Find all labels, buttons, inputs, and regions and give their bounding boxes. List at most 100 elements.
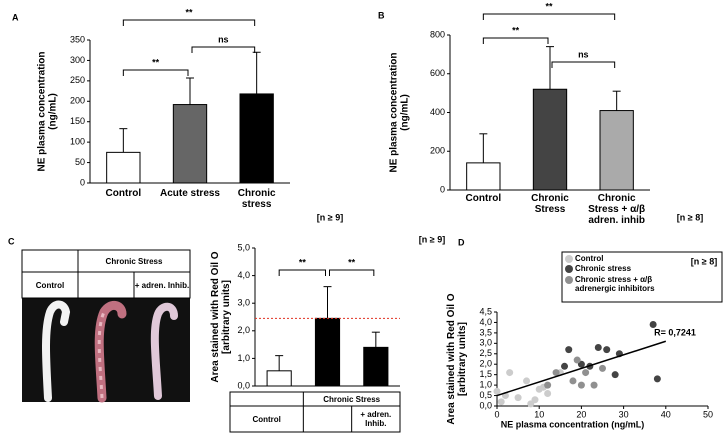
significance: **	[299, 257, 307, 267]
x-tick-label: 20	[576, 409, 586, 419]
x-tick-label-box: Acute stress	[159, 188, 220, 199]
point	[577, 381, 585, 389]
r-label: R= 0,7241	[654, 327, 696, 337]
panel-label: C	[8, 236, 15, 246]
point	[506, 369, 514, 377]
point	[544, 381, 552, 389]
group-label: Chronic Stress	[323, 394, 381, 404]
photo	[22, 298, 190, 403]
table-frame	[229, 391, 401, 433]
y-tick-label: 2,5	[479, 348, 492, 358]
legend-label-box: Control	[575, 254, 604, 263]
point	[611, 371, 619, 379]
bar	[266, 370, 292, 387]
bar	[363, 346, 389, 387]
point	[527, 400, 535, 408]
group-label-box: Chronic Stress	[323, 394, 381, 404]
bracket	[551, 61, 616, 68]
y-tick-label: 200	[70, 96, 85, 106]
x-tick-label: Acute stress	[159, 188, 220, 199]
significance: ns	[578, 49, 589, 59]
point	[603, 346, 611, 354]
note: [n ≥ 8]	[677, 212, 703, 222]
significance: **	[512, 25, 520, 35]
point	[523, 377, 531, 385]
bracket	[122, 19, 256, 26]
x-tick-label: 40	[661, 409, 671, 419]
x-tick-label-box: Control	[466, 193, 502, 204]
x-tick-label: 0	[494, 409, 499, 419]
y-tick-label: 2,0	[237, 325, 250, 335]
bar	[106, 151, 141, 184]
x-tick-label-box: Chronic Stress	[531, 193, 569, 215]
bracket	[482, 37, 549, 44]
x-tick-label: 10	[534, 409, 544, 419]
bar	[599, 110, 634, 191]
significance: **	[152, 57, 160, 67]
y-tick-label: 300	[70, 55, 85, 65]
significance: **	[185, 7, 193, 17]
y-tick-label: 1,0	[237, 353, 250, 363]
point	[544, 389, 552, 397]
y-axis-label: Area stained with Red Oil O [arbitrary u…	[446, 293, 468, 425]
panel-label: D	[458, 237, 465, 247]
x-tick-label-box: Chronic Stress + α/β adren. inhib	[588, 193, 646, 226]
point	[649, 321, 657, 329]
x-tick-label: 50	[703, 409, 713, 419]
y-tick-label: 600	[430, 68, 445, 78]
y-tick-label: 800	[430, 29, 445, 39]
y-tick-label: 0,0	[479, 400, 492, 410]
point	[561, 362, 569, 370]
y-tick-label: 150	[70, 116, 85, 126]
y-tick-label: 4,0	[237, 270, 250, 280]
note: [n ≥ 9]	[317, 212, 343, 222]
x-tick-label-box: + adren. Inhib.	[360, 410, 392, 428]
x-tick-label: 30	[619, 409, 629, 419]
legend-label: Control	[575, 254, 604, 263]
significance: **	[545, 1, 553, 11]
y-tick-label: 3,5	[479, 327, 492, 337]
legend-marker	[565, 276, 573, 284]
y-axis-label: NE plasma concentration (ng/mL)	[36, 51, 58, 172]
note: [n ≥ 8]	[691, 256, 717, 266]
y-tick-label: 4,5	[479, 306, 492, 316]
x-tick-label: + adren. Inhib.	[360, 410, 392, 428]
y-tick-label: 200	[430, 146, 445, 156]
y-tick-label: 0,0	[237, 380, 250, 390]
photo-label-box: Control	[36, 281, 64, 290]
x-tick-label-box: Control	[252, 414, 281, 424]
note: [n ≥ 9]	[419, 234, 445, 244]
x-tick-label: Chronic stress	[237, 188, 276, 210]
point	[594, 344, 602, 352]
legend-marker	[565, 255, 573, 263]
bracket	[278, 269, 326, 276]
y-tick-label: 2,0	[479, 359, 492, 369]
y-tick-label: 0	[440, 184, 445, 194]
bar	[172, 104, 208, 184]
y-tick-label: 0	[80, 177, 85, 187]
y-axis-label: Area stained with Red Oil O [arbitrary u…	[210, 251, 232, 383]
x-tick-label: Control	[252, 414, 281, 424]
legend-label: Chronic stress	[575, 264, 632, 273]
panel-label: A	[12, 12, 19, 22]
bracket	[482, 13, 616, 20]
y-tick-label: 1,0	[479, 379, 492, 389]
y-axis-label-box: Area stained with Red Oil O [arbitrary u…	[210, 251, 232, 383]
bar	[532, 88, 568, 191]
x-tick-label: Chronic Stress + α/β adren. inhib	[588, 193, 646, 226]
point	[573, 356, 581, 364]
x-tick-label-box: Control	[106, 188, 142, 199]
point	[599, 364, 606, 372]
y-axis-label-box: Area stained with Red Oil O [arbitrary u…	[446, 293, 468, 425]
significance: ns	[218, 34, 229, 44]
bar	[314, 317, 341, 387]
point	[569, 377, 577, 385]
legend-label-box: Chronic stress	[575, 264, 632, 273]
legend-marker	[565, 265, 573, 273]
point	[653, 375, 661, 383]
y-tick-label: 3,0	[237, 298, 250, 308]
y-axis-label: NE plasma concentration (ng/mL)	[388, 52, 410, 173]
bar	[239, 93, 274, 184]
y-tick-label: 3,0	[479, 338, 492, 348]
